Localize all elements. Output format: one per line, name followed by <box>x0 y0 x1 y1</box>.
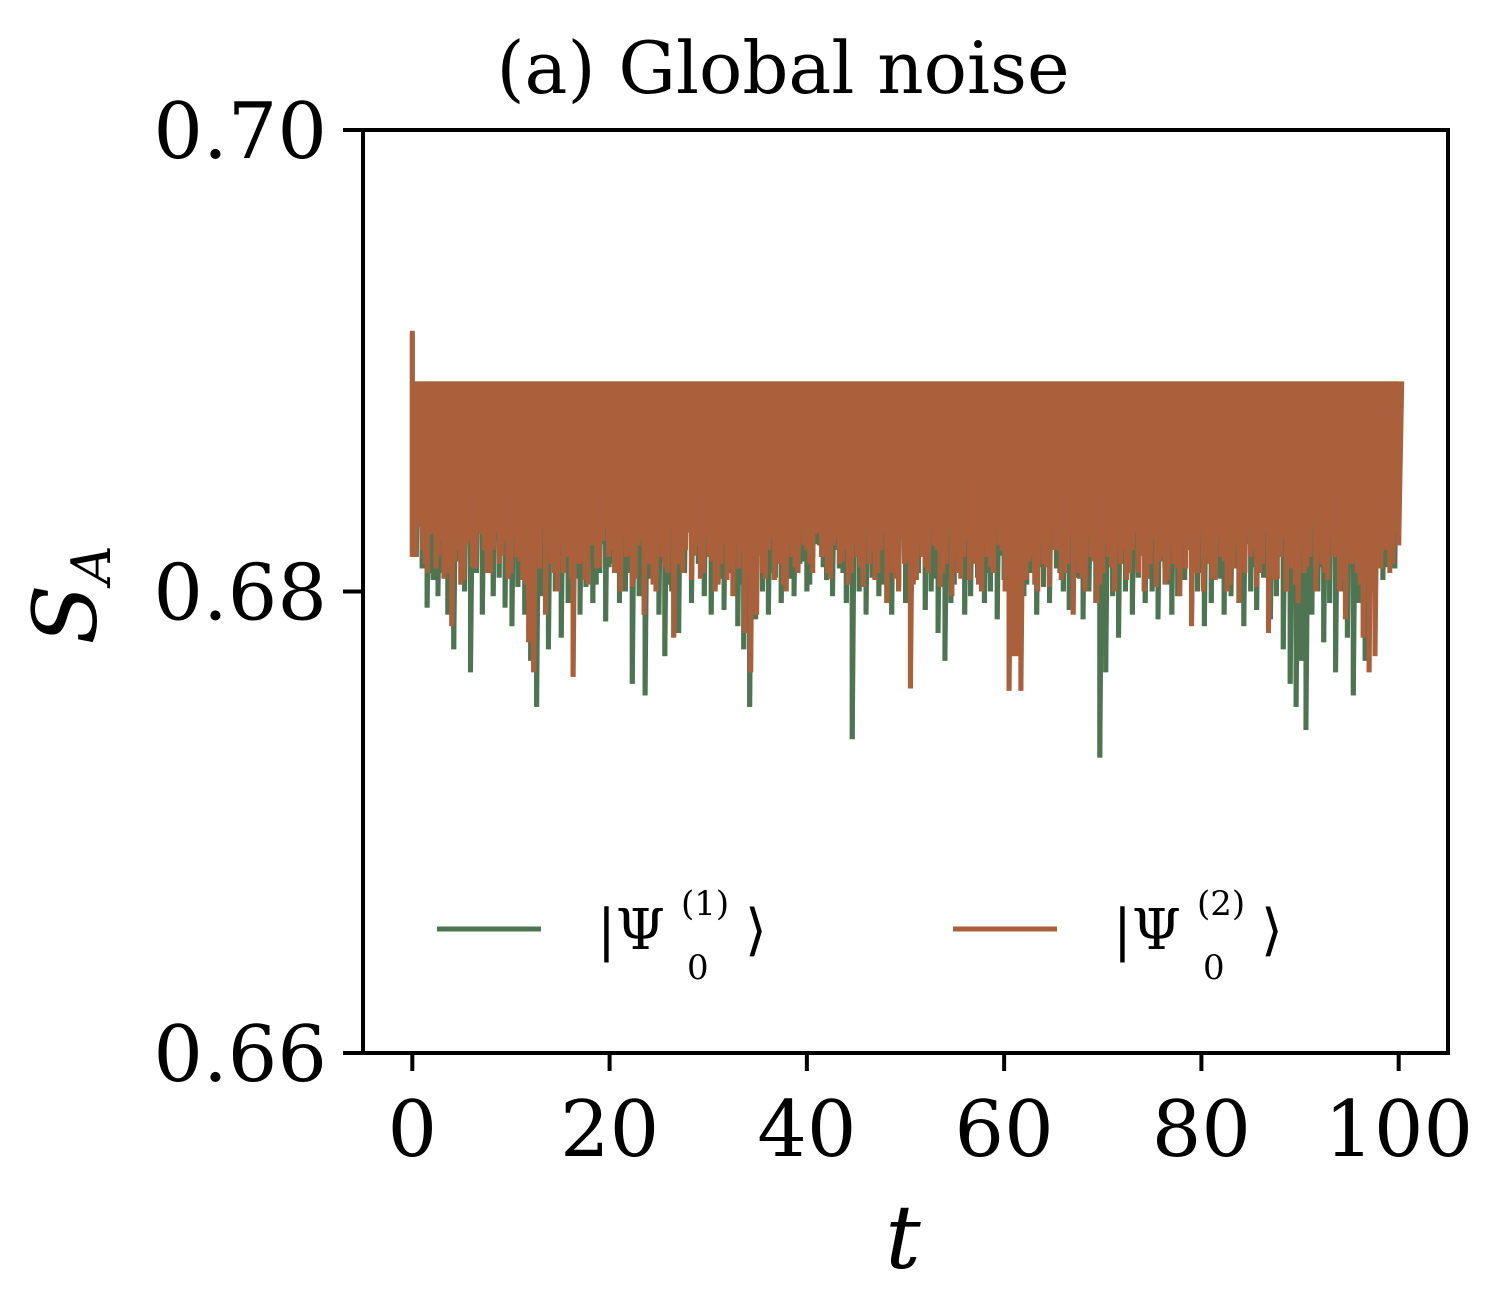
x-tick-label: 40 <box>757 1085 856 1175</box>
y-tick-label: 0.70 <box>153 87 327 177</box>
y-axis-ticks: 0.66 0.68 0.70 <box>153 87 363 1100</box>
y-axis-label-main: S <box>14 584 117 644</box>
y-tick-label: 0.68 <box>153 549 327 639</box>
legend-label-close: ⟩ <box>745 898 767 963</box>
x-tick-label: 0 <box>387 1085 437 1175</box>
legend-label-main: |Ψ <box>597 898 665 963</box>
x-tick-label: 100 <box>1324 1085 1473 1175</box>
x-axis-label: t <box>885 1186 921 1289</box>
x-tick-label: 60 <box>955 1085 1054 1175</box>
legend-item-1: |Ψ (1) 0 ⟩ <box>437 884 767 988</box>
legend-label-superscript: (2) <box>1197 884 1245 924</box>
x-tick-label: 20 <box>560 1085 659 1175</box>
svg-text:SA: SA <box>14 545 123 644</box>
x-axis-ticks: 0 20 40 60 80 100 <box>387 1053 1473 1175</box>
y-axis-label: SA <box>14 545 123 644</box>
y-axis-label-subscript: A <box>60 545 123 589</box>
legend: |Ψ (1) 0 ⟩ |Ψ (2) 0 ⟩ <box>437 884 1283 988</box>
chart-title: (a) Global noise <box>496 26 1069 110</box>
y-tick-label: 0.66 <box>153 1010 327 1100</box>
legend-label-superscript: (1) <box>681 884 729 924</box>
series-2 <box>409 330 1405 691</box>
series-layer <box>409 330 1405 758</box>
x-tick-label: 80 <box>1152 1085 1251 1175</box>
series-oscillation-band <box>412 383 1399 495</box>
legend-label-subscript: 0 <box>1203 948 1225 988</box>
legend-label-subscript: 0 <box>687 948 709 988</box>
legend-item-2: |Ψ (2) 0 ⟩ <box>953 884 1283 988</box>
legend-label-close: ⟩ <box>1261 898 1283 963</box>
legend-label-main: |Ψ <box>1113 898 1181 963</box>
